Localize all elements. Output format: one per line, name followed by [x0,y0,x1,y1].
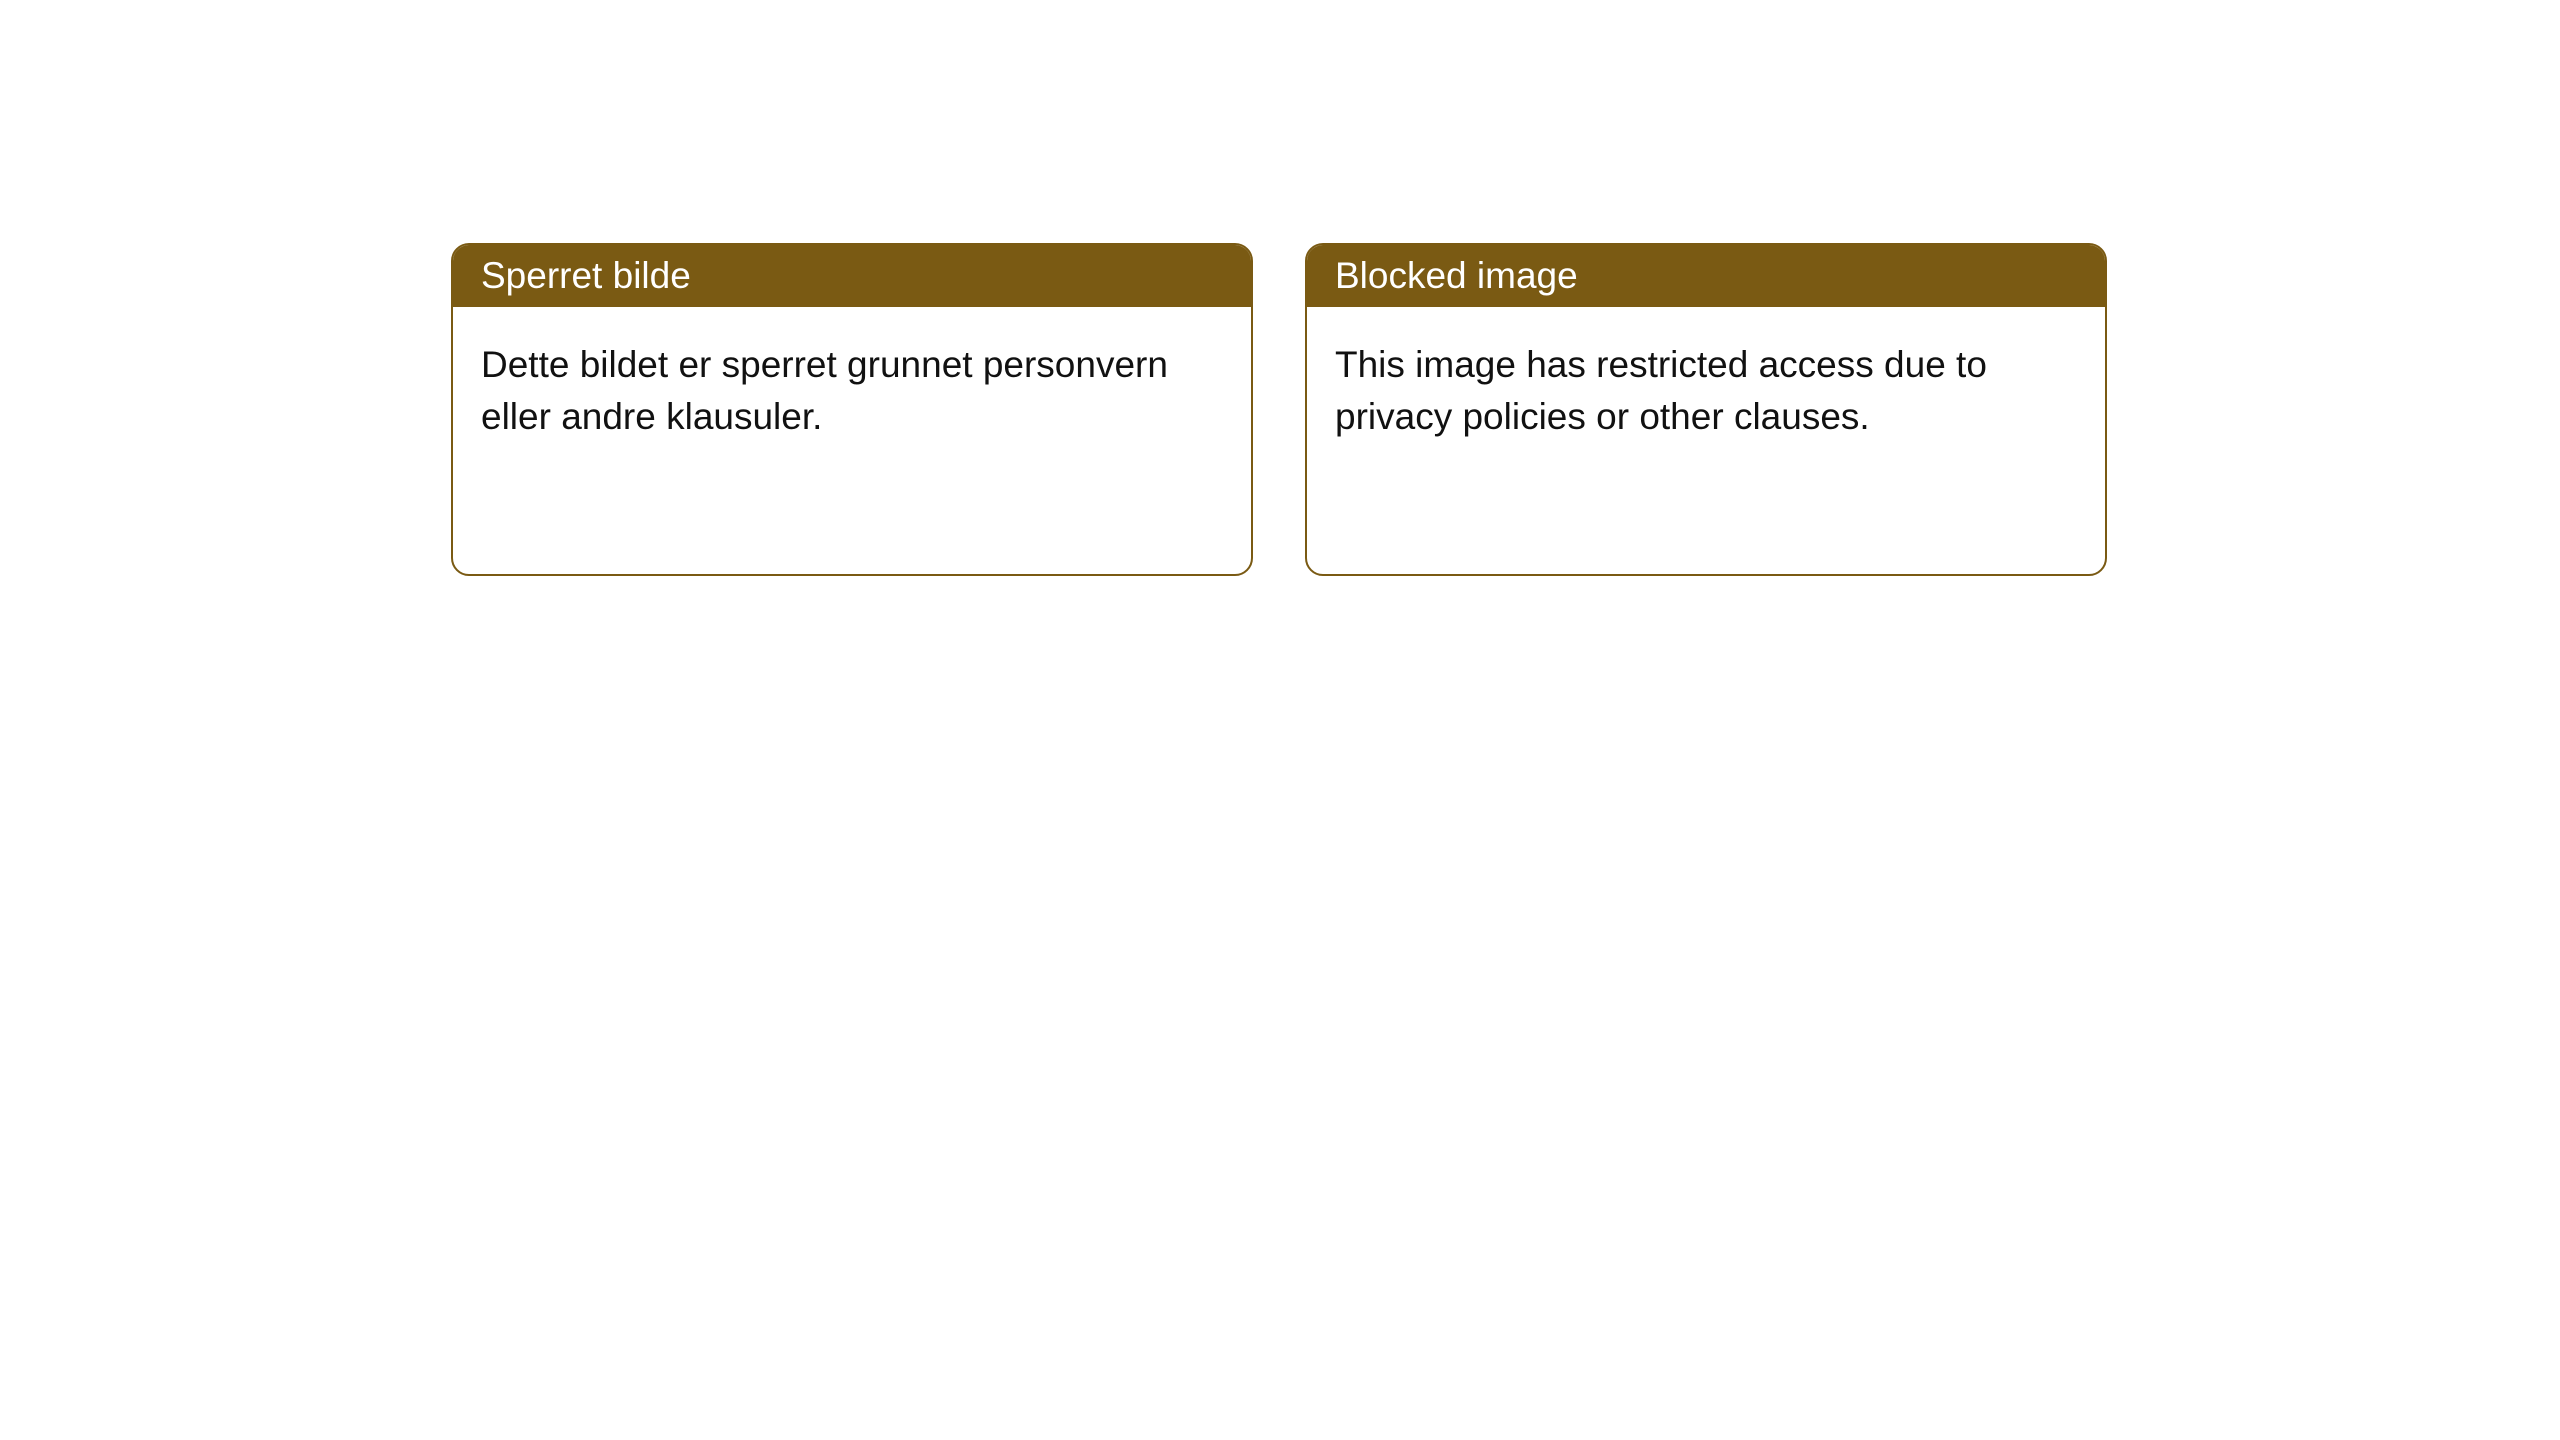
notice-card-english: Blocked image This image has restricted … [1305,243,2107,576]
card-header: Sperret bilde [453,245,1251,307]
card-header: Blocked image [1307,245,2105,307]
card-title: Sperret bilde [481,255,691,296]
card-body-text: Dette bildet er sperret grunnet personve… [481,344,1168,437]
card-title: Blocked image [1335,255,1578,296]
card-body: Dette bildet er sperret grunnet personve… [453,307,1251,475]
card-body: This image has restricted access due to … [1307,307,2105,475]
notice-container: Sperret bilde Dette bildet er sperret gr… [451,243,2107,576]
notice-card-norwegian: Sperret bilde Dette bildet er sperret gr… [451,243,1253,576]
card-body-text: This image has restricted access due to … [1335,344,1987,437]
